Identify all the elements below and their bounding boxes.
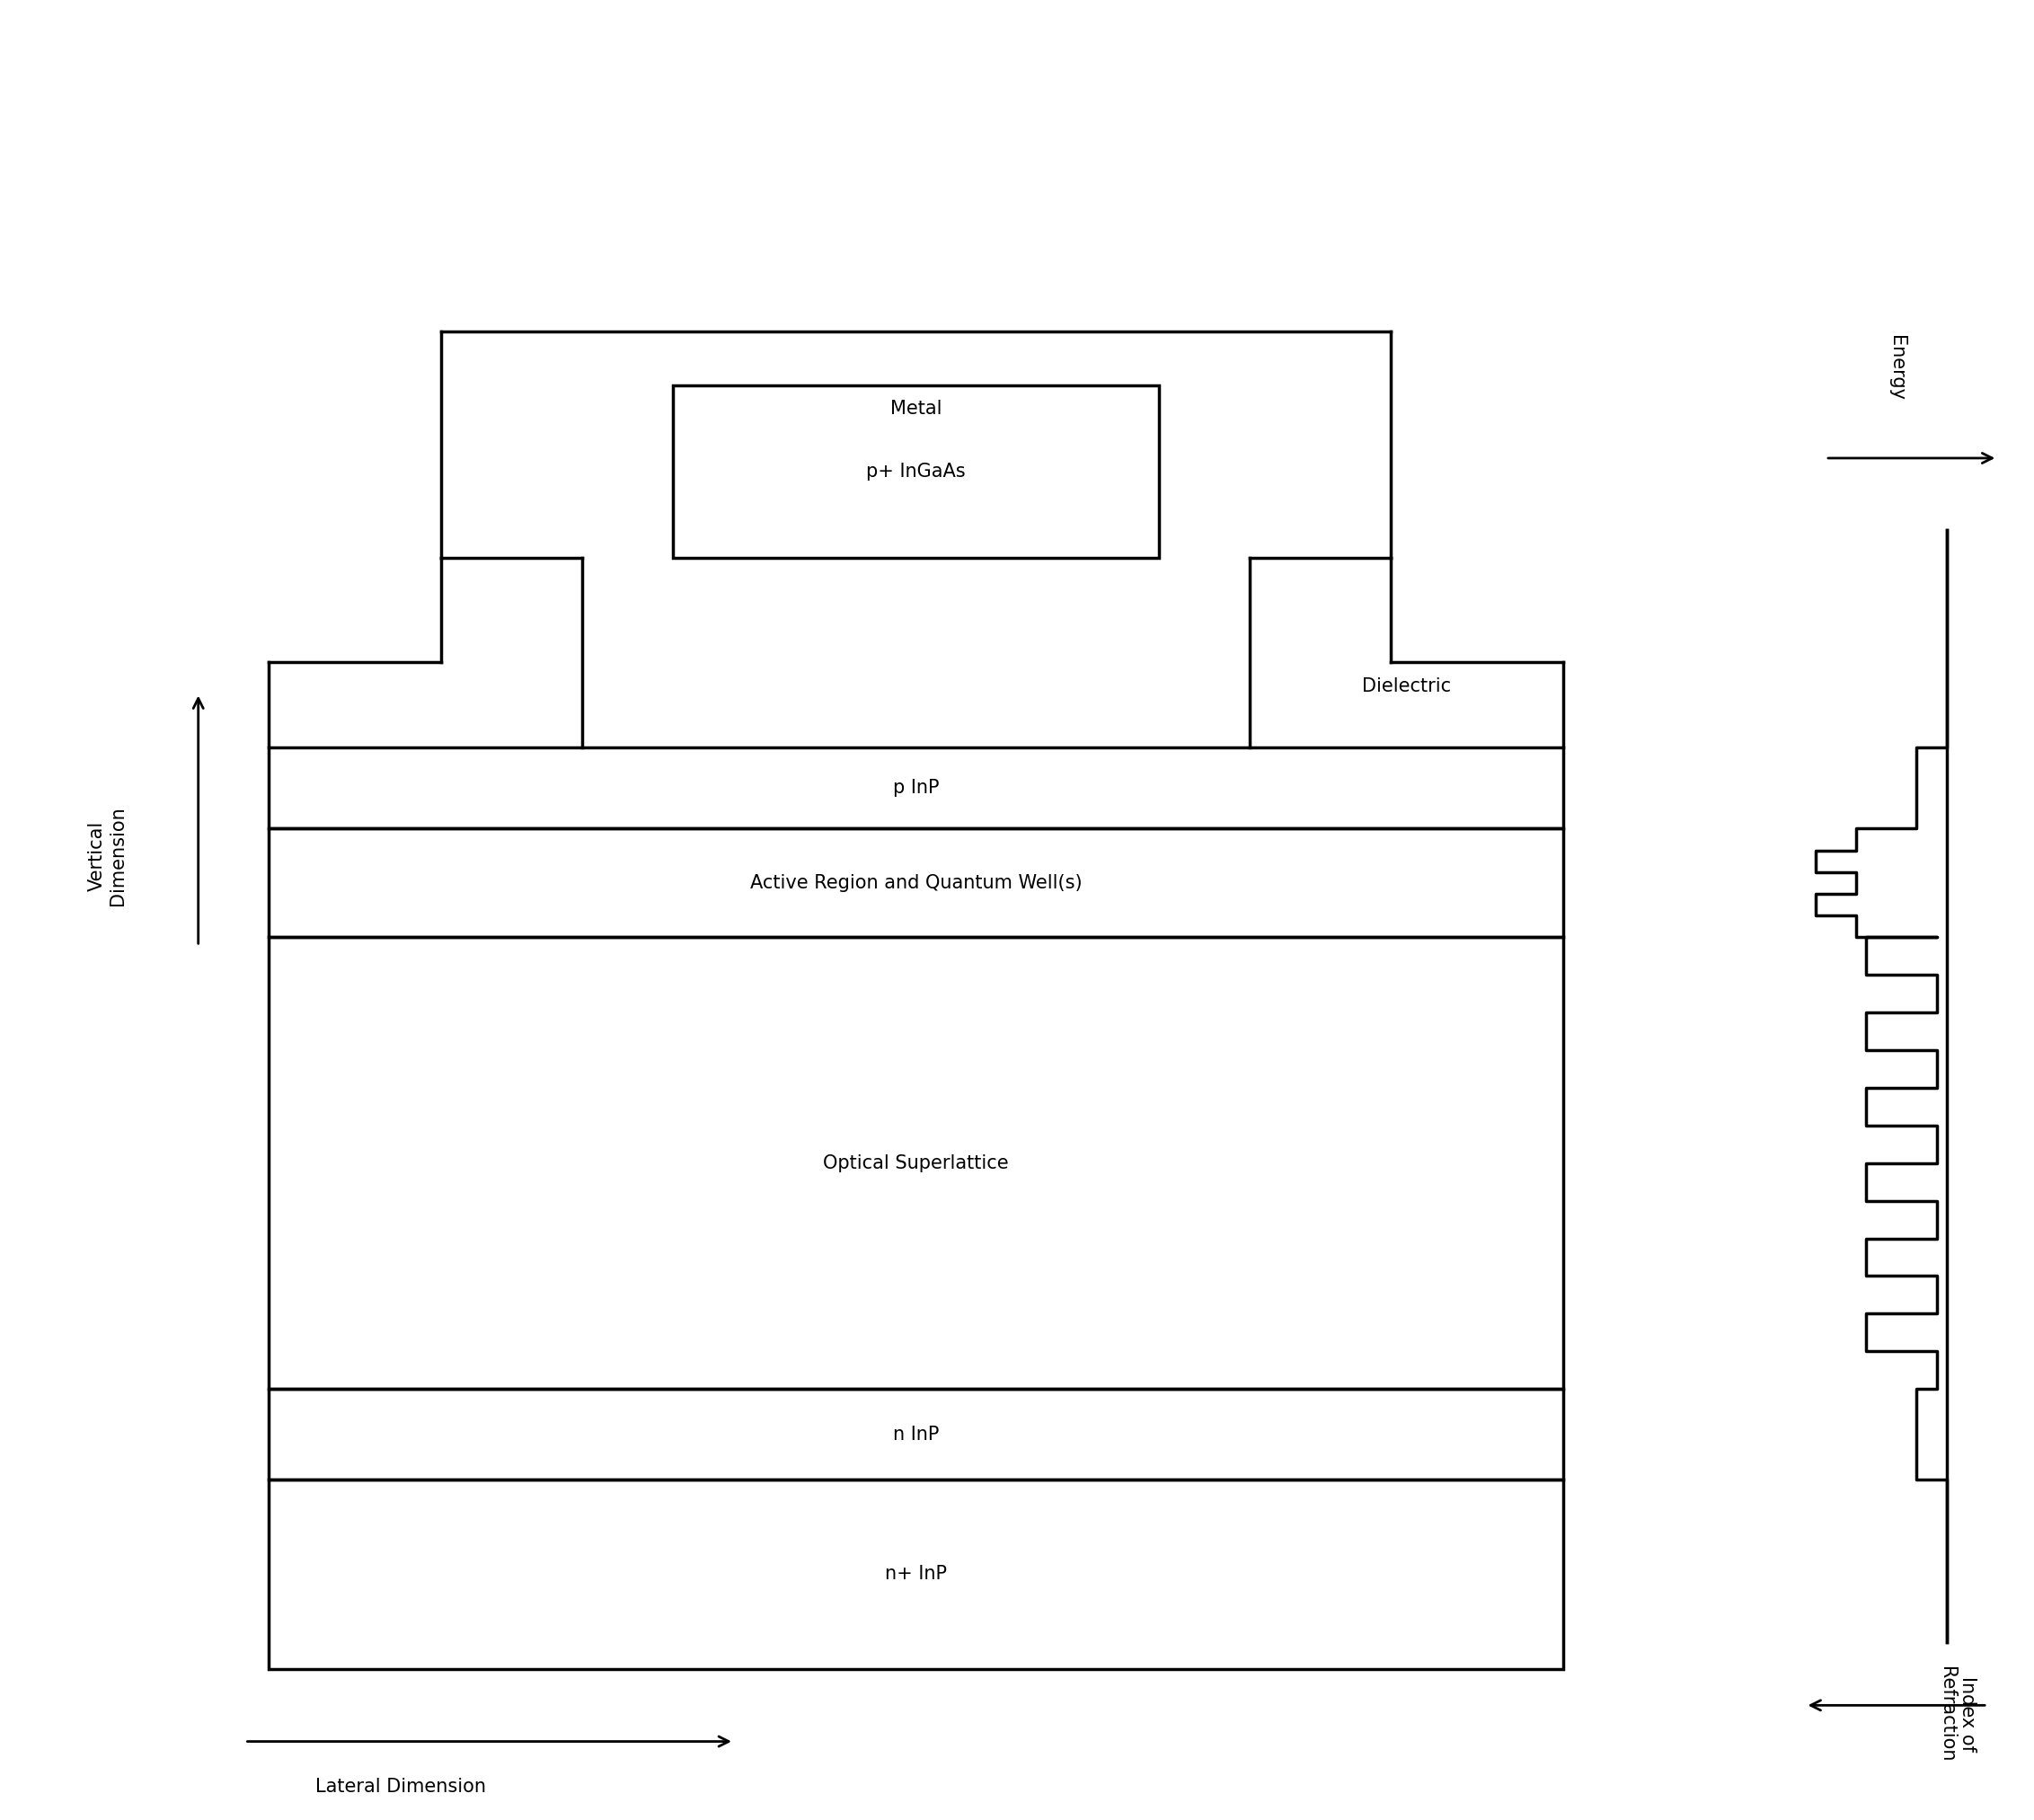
Text: p InP: p InP xyxy=(893,779,940,797)
Text: Active Region and Quantum Well(s): Active Region and Quantum Well(s) xyxy=(751,874,1082,892)
Text: n InP: n InP xyxy=(893,1425,940,1443)
Text: p+ InGaAs: p+ InGaAs xyxy=(866,462,966,480)
Text: Optical Superlattice: Optical Superlattice xyxy=(824,1154,1009,1172)
Text: Energy: Energy xyxy=(1888,335,1906,400)
Text: Vertical
Dimension: Vertical Dimension xyxy=(87,806,126,906)
Bar xyxy=(268,1389,1562,1480)
Text: Dielectric: Dielectric xyxy=(1361,677,1450,695)
Bar xyxy=(268,828,1562,937)
Bar xyxy=(268,748,1562,828)
Bar xyxy=(268,937,1562,1389)
Text: Index of
Refraction: Index of Refraction xyxy=(1938,1667,1977,1762)
Bar xyxy=(673,386,1159,557)
Text: Lateral Dimension: Lateral Dimension xyxy=(315,1778,486,1796)
Text: n+ InP: n+ InP xyxy=(885,1565,948,1583)
Text: Metal: Metal xyxy=(891,399,942,417)
Bar xyxy=(268,1480,1562,1669)
